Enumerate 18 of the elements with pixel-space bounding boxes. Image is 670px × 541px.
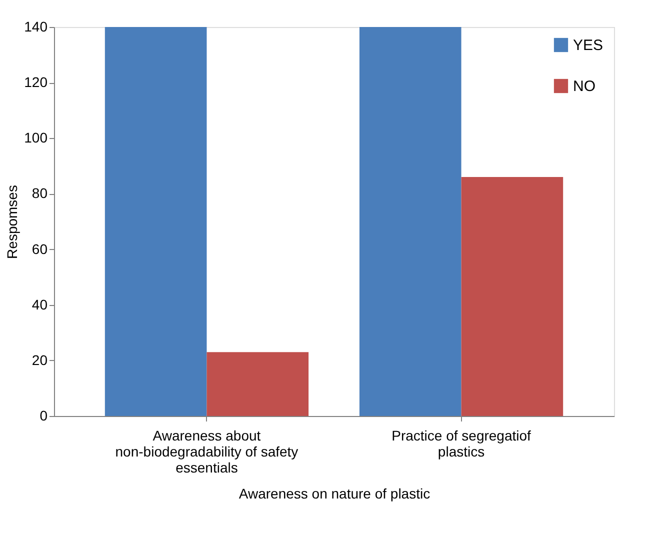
- y-tick-label: 0: [40, 408, 48, 424]
- y-tick-label: 20: [32, 352, 48, 368]
- y-tick-label: 60: [32, 240, 48, 257]
- y-tick-label: 100: [24, 130, 48, 146]
- bar: [206, 352, 309, 416]
- bar: [461, 177, 564, 416]
- y-tick-label: 120: [24, 74, 48, 90]
- legend-label: NO: [573, 78, 596, 95]
- x-tick-label: Awareness about non-biodegradability of safety essentials: [115, 428, 298, 476]
- legend-label: YES: [573, 37, 604, 54]
- bar: [104, 27, 207, 416]
- y-tick-label: 40: [32, 296, 48, 312]
- bar: [359, 27, 462, 416]
- y-tick-label: 140: [24, 18, 48, 34]
- y-tick-label: 80: [32, 185, 48, 202]
- x-tick-label: Practice of segregatiof plastics: [392, 428, 532, 460]
- y-axis-title: Respomses: [4, 185, 20, 259]
- x-axis-title: Awareness on nature of plastic: [238, 486, 430, 502]
